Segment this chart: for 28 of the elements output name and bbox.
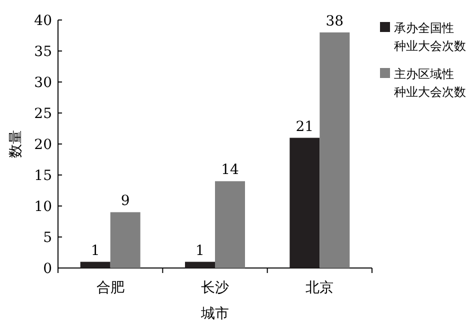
- x-axis-title: 城市: [200, 306, 229, 322]
- data-label: 1: [196, 242, 204, 259]
- x-tick-label: 长沙: [201, 280, 229, 296]
- data-label: 9: [120, 193, 130, 210]
- bar: [320, 32, 350, 268]
- bar: [290, 138, 320, 268]
- bar: [215, 181, 245, 268]
- x-tick-label: 合肥: [96, 280, 124, 296]
- bar: [185, 262, 215, 268]
- data-label: 1: [90, 242, 100, 259]
- y-tick-label: 35: [34, 44, 52, 60]
- data-label: 21: [296, 118, 314, 135]
- y-tick-label: 0: [43, 261, 52, 277]
- y-axis-title: 数量: [8, 130, 24, 158]
- legend-label: 主办区域性种业大会次数: [394, 67, 466, 99]
- y-tick-label: 5: [43, 230, 52, 246]
- y-tick-label: 25: [34, 106, 52, 122]
- x-tick-label: 北京: [306, 280, 334, 296]
- y-tick-label: 20: [34, 137, 52, 153]
- y-tick-label: 30: [34, 75, 52, 91]
- data-label: 14: [221, 162, 239, 178]
- legend-label: 承办全国性种业大会次数: [394, 21, 466, 53]
- y-tick-label: 15: [34, 168, 52, 184]
- y-tick-label: 10: [34, 199, 52, 215]
- y-tick-label: 40: [34, 13, 52, 29]
- bar: [110, 212, 140, 268]
- data-label: 38: [326, 13, 344, 30]
- bar: [80, 262, 110, 268]
